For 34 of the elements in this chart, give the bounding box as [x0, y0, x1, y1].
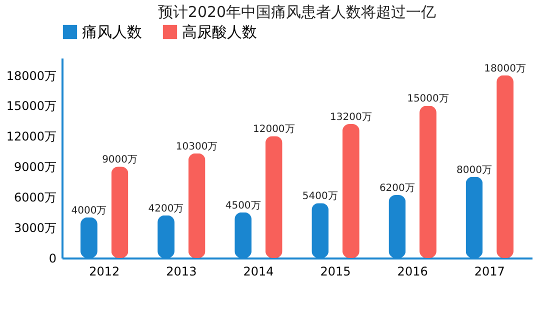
bar [496, 75, 514, 258]
data-label: 4000万 [71, 205, 107, 216]
y-tick-label: 6000万 [14, 190, 56, 205]
y-tick-label: 0 [48, 252, 56, 266]
x-tick-label: 2012 [89, 264, 120, 278]
data-label: 12000万 [252, 124, 295, 136]
x-tick-label: 2016 [397, 264, 428, 278]
data-label: 6200万 [379, 183, 415, 194]
bar [342, 124, 360, 258]
data-label: 4200万 [148, 203, 184, 214]
data-label: 15000万 [407, 94, 449, 105]
data-label: 18000万 [484, 63, 526, 74]
data-label: 4500万 [225, 200, 261, 212]
data-label: 8000万 [456, 164, 492, 176]
x-tick-label: 2017 [474, 264, 505, 278]
bar [188, 153, 206, 258]
data-label: 5400万 [302, 191, 338, 202]
x-tick-label: 2013 [166, 264, 197, 278]
legend-label: 痛风人数 [82, 23, 142, 41]
data-label: 13200万 [330, 112, 372, 123]
x-tick-label: 2015 [320, 264, 351, 278]
y-tick-label: 12000万 [6, 130, 56, 144]
y-tick-label: 15000万 [6, 99, 56, 114]
bar [265, 136, 282, 258]
data-label: 9000万 [102, 154, 138, 166]
data-label: 10300万 [176, 141, 218, 152]
bar [420, 106, 436, 258]
bar [111, 166, 128, 258]
legend-label: 高尿酸人数 [182, 23, 257, 41]
y-tick-label: 9000万 [14, 160, 56, 174]
y-tick-label: 18000万 [6, 68, 56, 83]
x-tick-label: 2014 [243, 264, 274, 278]
chart-title: 预计2020年中国痛风患者人数将超过一亿 [158, 3, 436, 21]
y-tick-label: 3000万 [14, 221, 56, 236]
